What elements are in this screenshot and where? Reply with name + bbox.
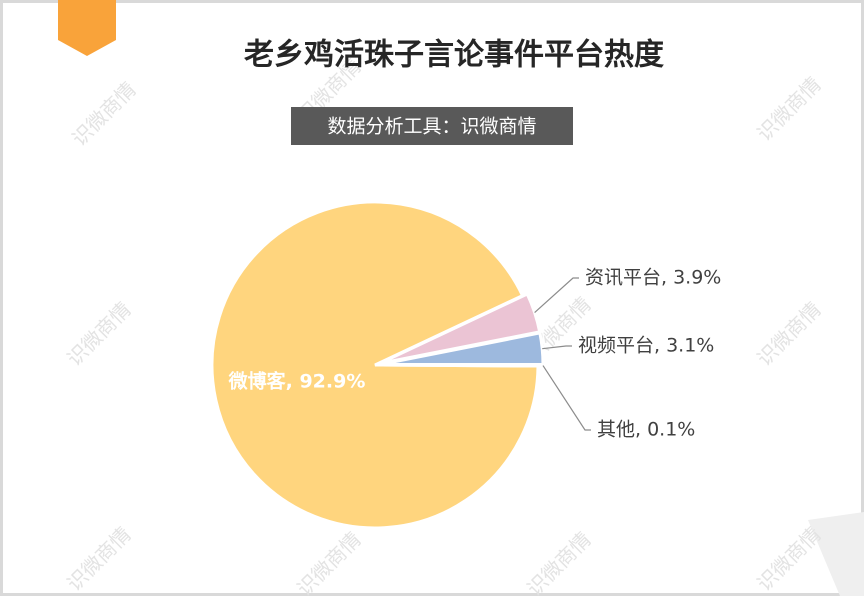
chart-subtitle: 数据分析工具：识微商情 bbox=[327, 116, 536, 138]
folded-corner bbox=[808, 512, 864, 596]
pie: 微博客, 92.9% 资讯平台, 3.9% 视频平台, 3.1% 其他, 0.1% bbox=[210, 200, 721, 530]
pie-slice bbox=[379, 363, 545, 368]
slice-label: 微博客, 92.9% bbox=[228, 370, 366, 393]
leader-line bbox=[542, 345, 572, 350]
slice-label: 视频平台, 3.1% bbox=[578, 335, 714, 357]
chart-title: 老乡鸡活珠子言论事件平台热度 bbox=[244, 38, 664, 73]
corner-tag bbox=[58, 0, 116, 56]
subtitle-box bbox=[291, 107, 573, 145]
pie-slice bbox=[210, 200, 540, 530]
leader-line bbox=[542, 365, 591, 431]
leader-line bbox=[534, 277, 579, 314]
slice-label: 资讯平台, 3.9% bbox=[585, 267, 721, 289]
slice-label: 其他, 0.1% bbox=[597, 419, 695, 441]
